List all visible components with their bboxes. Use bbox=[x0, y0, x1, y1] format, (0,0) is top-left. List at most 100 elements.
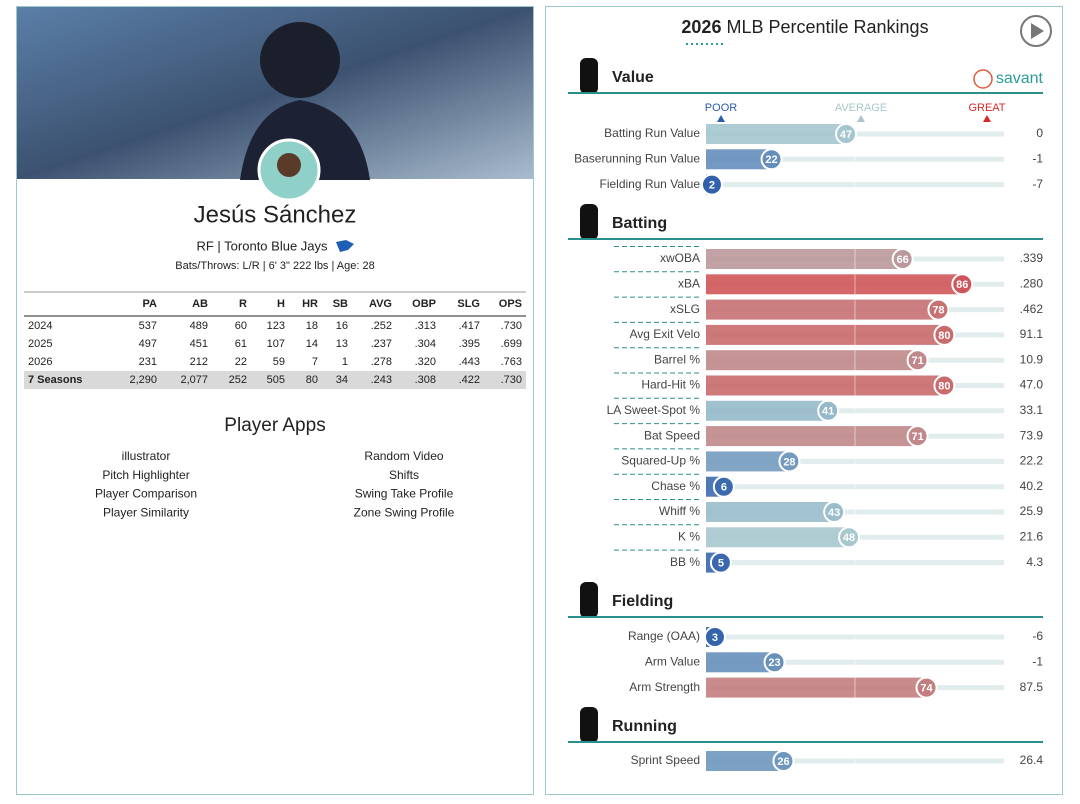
table-cell: .304 bbox=[415, 338, 436, 350]
percentile-bar bbox=[706, 652, 775, 673]
percentile-bar bbox=[706, 350, 918, 371]
table-cell: 2,077 bbox=[180, 374, 208, 386]
metric-value: .462 bbox=[1020, 302, 1044, 316]
section-title: Value bbox=[612, 69, 654, 86]
percentile-badge bbox=[838, 526, 861, 549]
percentile-bar bbox=[706, 274, 963, 295]
metric-label: BB % bbox=[670, 555, 700, 569]
app-link[interactable]: Player Similarity bbox=[103, 505, 189, 519]
table-cell: 1 bbox=[342, 356, 348, 368]
row-label: 2024 bbox=[28, 320, 52, 332]
metric-value: 91.1 bbox=[1020, 327, 1044, 341]
metric-label: Fielding Run Value bbox=[599, 177, 700, 191]
metric-label: Squared-Up % bbox=[621, 454, 700, 468]
percentile-badge bbox=[709, 551, 732, 574]
table-cell: .730 bbox=[501, 374, 522, 386]
percentile-badge bbox=[915, 676, 938, 699]
percentile-bar bbox=[706, 751, 784, 771]
percentile-text: 71 bbox=[911, 355, 923, 367]
metric-label: Avg Exit Velo bbox=[630, 327, 701, 341]
percentile-text: 74 bbox=[920, 683, 933, 695]
metric-label: Arm Value bbox=[645, 654, 700, 668]
percentile-bar bbox=[706, 149, 772, 170]
percentile-badge bbox=[778, 450, 801, 473]
percentile-text: 66 bbox=[897, 254, 909, 266]
percentile-text: 80 bbox=[938, 380, 950, 392]
table-cell: 14 bbox=[306, 338, 318, 350]
percentile-text: 47 bbox=[840, 129, 852, 141]
table-header: SLG bbox=[457, 298, 480, 310]
avatar-face bbox=[277, 153, 301, 177]
metric-label: K % bbox=[678, 529, 700, 543]
metric-label: Chase % bbox=[651, 479, 700, 493]
table-cell: 13 bbox=[336, 338, 348, 350]
metric-value: 40.2 bbox=[1020, 479, 1044, 493]
table-cell: .320 bbox=[415, 356, 436, 368]
metric-label: Batting Run Value bbox=[604, 126, 700, 140]
metric-value: 4.3 bbox=[1026, 555, 1043, 569]
percentile-bar bbox=[706, 451, 790, 472]
table-header: AVG bbox=[369, 298, 392, 310]
metric-value: 26.4 bbox=[1020, 753, 1044, 767]
percentile-badge bbox=[712, 475, 735, 498]
percentile-bar bbox=[706, 400, 829, 421]
scale-label: GREAT bbox=[968, 102, 1005, 114]
table-cell: 231 bbox=[139, 356, 157, 368]
percentile-bar bbox=[706, 375, 945, 396]
table-cell: .730 bbox=[501, 320, 522, 332]
table-cell: .243 bbox=[371, 374, 392, 386]
percentile-text: 6 bbox=[721, 482, 727, 494]
app-link[interactable]: Player Comparison bbox=[95, 487, 197, 501]
section-icon bbox=[580, 707, 598, 743]
percentile-bar bbox=[706, 502, 835, 522]
metric-label: Baserunning Run Value bbox=[574, 151, 700, 165]
percentile-badge bbox=[772, 750, 795, 772]
metric-label: Arm Strength bbox=[629, 680, 700, 694]
scale-arrow bbox=[857, 115, 865, 122]
percentile-text: 2 bbox=[709, 180, 715, 192]
table-cell: 537 bbox=[139, 320, 157, 332]
rankings-year: 2026 bbox=[681, 17, 721, 37]
percentile-text: 86 bbox=[956, 279, 968, 291]
table-cell: 123 bbox=[267, 320, 285, 332]
photo-helmet bbox=[260, 22, 340, 98]
app-link[interactable]: Zone Swing Profile bbox=[354, 505, 455, 519]
table-cell: 7 bbox=[312, 356, 318, 368]
app-link[interactable]: Pitch Highlighter bbox=[102, 468, 189, 482]
metric-value: 73.9 bbox=[1020, 428, 1044, 442]
app-link[interactable]: Shifts bbox=[389, 468, 419, 482]
table-cell: 34 bbox=[336, 374, 348, 386]
percentile-text: 3 bbox=[712, 632, 718, 644]
percentile-bar bbox=[706, 249, 903, 269]
percentile-badge bbox=[703, 626, 726, 648]
percentile-badge bbox=[927, 298, 950, 321]
table-header: OPS bbox=[499, 298, 522, 310]
table-cell: .763 bbox=[501, 356, 522, 368]
percentile-text: 28 bbox=[783, 456, 795, 468]
app-link[interactable]: illustrator bbox=[122, 449, 171, 463]
table-cell: 497 bbox=[139, 338, 157, 350]
percentile-bar bbox=[706, 677, 927, 698]
percentile-text: 5 bbox=[718, 558, 724, 570]
table-cell: .278 bbox=[371, 356, 392, 368]
percentile-badge bbox=[933, 374, 956, 397]
table-cell: .308 bbox=[415, 374, 436, 386]
metric-value: 22.2 bbox=[1020, 454, 1044, 468]
app-link[interactable]: Random Video bbox=[364, 449, 443, 463]
table-header: R bbox=[239, 298, 247, 310]
percentile-text: 43 bbox=[828, 507, 840, 519]
metric-value: .280 bbox=[1020, 276, 1044, 290]
percentile-bar bbox=[706, 324, 945, 345]
app-link[interactable]: Swing Take Profile bbox=[355, 487, 454, 501]
metric-value: 21.6 bbox=[1020, 529, 1044, 543]
metric-value: 25.9 bbox=[1020, 504, 1044, 518]
percentile-badge bbox=[951, 273, 974, 296]
player-position-team: RF | Toronto Blue Jays bbox=[196, 238, 328, 253]
scale-arrow bbox=[717, 115, 725, 122]
totals-row-bg bbox=[24, 371, 526, 389]
player-name: Jesús Sánchez bbox=[194, 201, 357, 228]
percentile-badge bbox=[817, 399, 840, 422]
metric-label: LA Sweet-Spot % bbox=[607, 403, 701, 417]
table-header: PA bbox=[143, 298, 158, 310]
